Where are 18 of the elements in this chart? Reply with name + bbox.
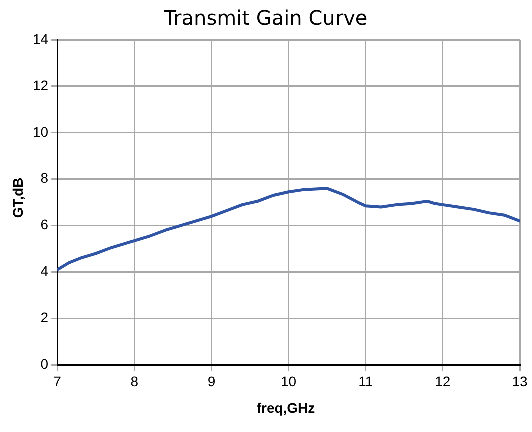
x-tick-label: 11 [358,373,374,390]
y-tick-label: 2 [40,310,49,326]
y-axis-title: GT,dB [10,176,26,220]
x-tick-label: 7 [54,373,62,390]
x-tick-label: 8 [130,373,139,390]
chart-title: Transmit Gain Curve [163,6,369,30]
y-tick-label: 8 [40,170,49,186]
x-tick-label: 12 [435,373,451,390]
x-axis-title: freq,GHz [256,400,316,416]
y-tick-label: 0 [40,356,49,372]
y-tick-label: 4 [40,263,49,280]
y-tick-label: 14 [32,30,49,47]
y-tick-label: 12 [32,77,49,94]
x-tick-label: 13 [512,373,528,390]
y-tick-label: 10 [32,124,49,140]
x-tick-label: 10 [280,373,297,390]
y-tick-label: 6 [40,216,49,233]
x-tick-label: 9 [208,373,216,390]
